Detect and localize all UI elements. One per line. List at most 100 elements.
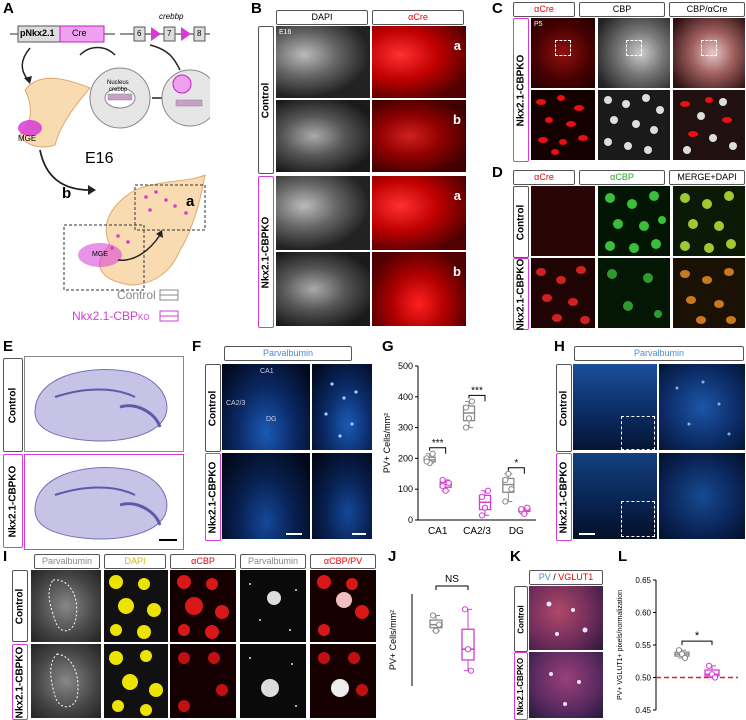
panel-label-f: F <box>192 338 202 355</box>
legend-ko-main: Nkx2.1-CBP <box>72 309 139 323</box>
h-pv-ko-zoom <box>659 453 745 539</box>
panel-label-h: H <box>554 338 565 355</box>
h-row-label-ko: Nkx2.1-CBPKO <box>556 453 572 541</box>
i-merge-ko <box>310 644 376 718</box>
l-y-tick-label: 0.45 <box>635 706 651 715</box>
g-sig-label: *** <box>432 438 444 449</box>
d-header-cre: αCre <box>513 170 575 185</box>
j-control-box-point <box>429 612 437 619</box>
exon-7-label: 7 <box>167 29 172 38</box>
g-y-tick-label: 100 <box>398 484 413 494</box>
d-merge-ko <box>673 258 745 328</box>
g-control-box-point <box>468 398 476 405</box>
i-row-label-control: Control <box>12 570 28 642</box>
g-y-tick-label: 200 <box>398 453 413 463</box>
d-cre-ko <box>531 258 595 328</box>
k-row-label-control: Control <box>514 586 528 652</box>
e-row-label-ko: Nkx2.1-CBPKO <box>3 454 23 548</box>
c-cbp-overview <box>598 18 670 88</box>
panel-label-a: A <box>3 0 14 17</box>
c-cre-zoom <box>531 90 595 160</box>
b-dapi-ko-b <box>276 252 370 326</box>
g-control-box-box <box>502 477 515 493</box>
g-ko-box-point <box>439 483 446 490</box>
c-cbp-zoom <box>598 90 670 160</box>
legend-ko-label: Nkx2.1-CBPKO <box>72 309 150 323</box>
i-header-dapi: DAPI <box>104 554 166 569</box>
panel-label-e: E <box>3 338 14 355</box>
g-x-tick-label: DG <box>509 526 524 537</box>
f-pv-ko-overview <box>222 453 310 539</box>
g-x-tick-label: CA2/3 <box>463 526 491 537</box>
panel-label-c: C <box>492 0 503 17</box>
k-pv-vglut-control <box>529 586 603 650</box>
g-control-box-point <box>465 415 473 422</box>
j-ko-box-point <box>467 667 475 674</box>
g-sig-label: * <box>514 458 518 469</box>
g-control-box-point <box>502 498 509 505</box>
h-pv-control-zoom <box>659 364 745 450</box>
g-y-tick-label: 300 <box>398 423 413 433</box>
g-control-box-point <box>462 424 470 431</box>
mge-label: MGE <box>18 134 37 143</box>
d-cre-control <box>531 186 595 256</box>
f-row-label-control: Control <box>205 364 221 452</box>
g-sig-bracket <box>429 447 447 454</box>
f-pv-control-zoom <box>312 364 372 450</box>
g-x-tick-label: CA1 <box>428 526 448 537</box>
l-y-tick-label: 0.60 <box>635 609 651 618</box>
chart-g: 0 100 200 300 400 500 PV+ Cells/mm² CA1 *** CA2/3… <box>382 361 536 537</box>
d-row-label-ko: Nkx2.1-CBPKO <box>513 258 529 330</box>
gene-crebbp-label: crebbp <box>159 12 184 21</box>
nucleus-label: Nucleus <box>107 80 129 86</box>
b-row-label-ko: Nkx2.1-CBPKO <box>258 176 274 328</box>
f-row-label-ko: Nkx2.1-CBPKO <box>205 453 221 541</box>
d-cbp-ko <box>598 258 670 328</box>
i-pv-control <box>31 570 101 642</box>
l-y-tick-label: 0.55 <box>635 641 651 650</box>
l-control-box-point <box>675 647 683 654</box>
g-ko-box-point <box>445 479 452 487</box>
g-control-box-point <box>423 458 430 465</box>
g-sig-bracket <box>507 467 525 474</box>
h-pv-ko-overview <box>573 453 657 539</box>
panel-label-i: I <box>3 548 8 565</box>
c-cre-overview: P5 <box>531 18 595 88</box>
f-header-parvalbumin: Parvalbumin <box>224 346 352 361</box>
l-control-box-point <box>681 654 689 662</box>
i-pv-control-2 <box>240 570 306 642</box>
j-control-box-point <box>435 621 443 628</box>
c-row-label-ko: Nkx2.1-CBPKO <box>513 18 529 162</box>
i-header-cbp-pv: αCBP/PV <box>310 554 376 569</box>
j-ko-box-point <box>464 646 472 653</box>
b-row-label-control: Control <box>258 26 274 174</box>
g-control-box-point <box>502 476 509 484</box>
g-ko-box-point <box>478 512 486 519</box>
g-control-box-point <box>462 404 470 411</box>
panel-label-g: G <box>382 338 394 355</box>
panel-label-k: K <box>510 548 521 565</box>
g-y-tick-label: 400 <box>398 392 413 402</box>
f-pv-control-overview: CA1 CA2/3 DG <box>222 364 310 450</box>
d-header-cbp: αCBP <box>579 170 665 185</box>
l-control-box-point <box>678 651 686 658</box>
j-control-box-point <box>432 627 440 634</box>
b-cre-ko-a: a <box>372 176 466 250</box>
legend-control-label: Control <box>117 288 156 302</box>
g-ko-box-point <box>481 504 489 511</box>
j-sig-label: NS <box>445 574 459 585</box>
j-ko-box-point <box>461 606 469 613</box>
construct-promoter-label: pNkx2.1 <box>20 28 55 38</box>
c-merge-zoom <box>673 90 745 160</box>
e-sagittal-ko <box>24 454 184 550</box>
g-sig-bracket <box>468 394 486 402</box>
i-merge-control <box>310 570 376 642</box>
c-header-cbp-cre: CBP/αCre <box>669 2 745 17</box>
c-header-cre: αCre <box>513 2 575 17</box>
l-y-tick-label: 0.65 <box>635 576 651 585</box>
f-pv-ko-zoom <box>312 453 372 539</box>
d-cbp-control <box>598 186 670 256</box>
k-row-label-ko: Nkx2.1-CBPKO <box>514 652 528 720</box>
b-dapi-ko-a <box>276 176 370 250</box>
h-pv-control-overview <box>573 364 657 450</box>
